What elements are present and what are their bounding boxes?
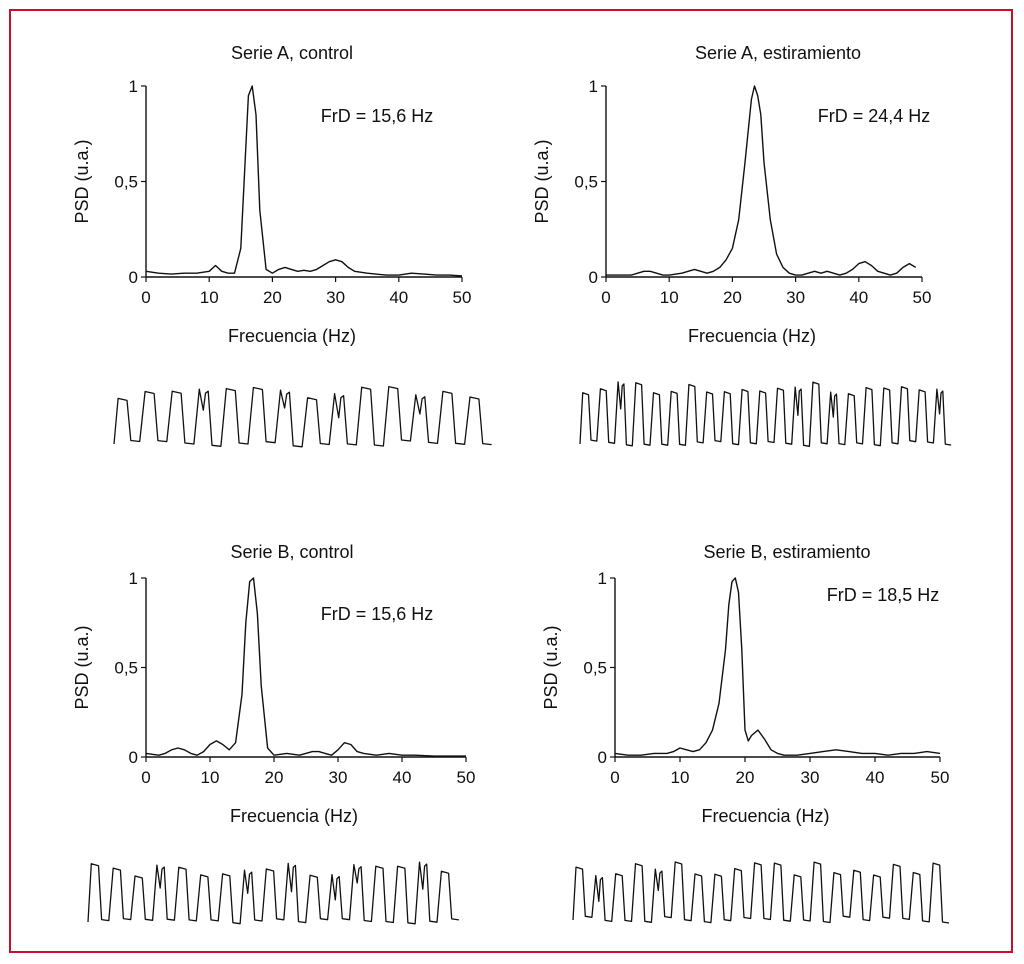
- y-axis-label: PSD (u.a.): [72, 139, 92, 223]
- y-tick-label: 0: [129, 268, 138, 287]
- psd-series-line: [614, 577, 941, 756]
- x-axis-label: Frecuencia (Hz): [230, 806, 358, 826]
- psd-chart-3: Serie B, control 0 10 20 30 40 50 0 0,5 1 Frecuenc…: [72, 542, 475, 826]
- y-tick-label: 0: [129, 748, 138, 767]
- chart-title: Serie B, control: [230, 542, 353, 562]
- x-tick-label: 10: [671, 768, 690, 787]
- y-tick-label: 0: [589, 268, 598, 287]
- signal-traces: [87, 381, 952, 925]
- psd-chart-2: Serie A, estiramiento 0 10 20 30 40 50 0 0,5 1 Fre…: [532, 43, 931, 346]
- y-tick-label: 0,5: [583, 659, 607, 678]
- x-tick-label: 50: [457, 768, 476, 787]
- x-tick-label: 40: [389, 288, 408, 307]
- y-tick-label: 1: [129, 77, 138, 96]
- x-tick-label: 10: [200, 288, 219, 307]
- x-tick-label: 50: [931, 768, 950, 787]
- psd-series-line: [145, 577, 466, 757]
- x-tick-label: 0: [141, 768, 150, 787]
- x-tick-label: 40: [849, 288, 868, 307]
- x-axis-label: Frecuencia (Hz): [228, 326, 356, 346]
- psd-series-line: [145, 85, 463, 277]
- x-tick-label: 10: [201, 768, 220, 787]
- y-tick-label: 1: [129, 569, 138, 588]
- y-tick-label: 0,5: [114, 173, 138, 192]
- x-tick-label: 0: [610, 768, 619, 787]
- signal-trace-b-stretch: [572, 861, 950, 924]
- signal-trace-b-control: [87, 861, 459, 925]
- y-axis-label: PSD (u.a.): [72, 625, 92, 709]
- figure-frame: [9, 9, 1013, 953]
- x-tick-label: 20: [736, 768, 755, 787]
- y-tick-label: 0,5: [114, 659, 138, 678]
- chart-title: Serie B, estiramiento: [703, 542, 870, 562]
- y-tick-label: 0,5: [574, 173, 598, 192]
- x-tick-label: 50: [453, 288, 472, 307]
- y-axis-label: PSD (u.a.): [541, 625, 561, 709]
- dominant-frequency-annotation: FrD = 24,4 Hz: [818, 106, 931, 126]
- psd-chart-1: Serie A, control 0 10 20 30 40 50 0 0,5 1 Frecuenc…: [72, 43, 471, 346]
- dominant-frequency-annotation: FrD = 18,5 Hz: [827, 585, 940, 605]
- psd-series-line: [606, 85, 917, 276]
- x-tick-label: 30: [326, 288, 345, 307]
- psd-chart-4: Serie B, estiramiento 0 10 20 30 40 50 0 0,5 1 Fre…: [541, 542, 949, 826]
- x-tick-label: 30: [801, 768, 820, 787]
- dominant-frequency-annotation: FrD = 15,6 Hz: [321, 604, 434, 624]
- x-tick-label: 40: [866, 768, 885, 787]
- x-axis-label: Frecuencia (Hz): [701, 806, 829, 826]
- y-tick-label: 1: [598, 569, 607, 588]
- x-tick-label: 0: [141, 288, 150, 307]
- dominant-frequency-annotation: FrD = 15,6 Hz: [321, 106, 434, 126]
- x-axis-label: Frecuencia (Hz): [688, 326, 816, 346]
- x-tick-label: 30: [329, 768, 348, 787]
- x-tick-label: 40: [393, 768, 412, 787]
- chart-title: Serie A, control: [231, 43, 353, 63]
- x-tick-label: 20: [265, 768, 284, 787]
- x-tick-label: 10: [660, 288, 679, 307]
- y-tick-label: 0: [598, 748, 607, 767]
- x-tick-label: 0: [601, 288, 610, 307]
- y-tick-label: 1: [589, 77, 598, 96]
- x-tick-label: 50: [913, 288, 932, 307]
- y-axis-label: PSD (u.a.): [532, 139, 552, 223]
- signal-trace-a-control: [113, 385, 492, 448]
- chart-title: Serie A, estiramiento: [695, 43, 861, 63]
- x-tick-label: 20: [263, 288, 282, 307]
- signal-trace-a-stretch: [579, 381, 952, 447]
- x-tick-label: 20: [723, 288, 742, 307]
- x-tick-label: 30: [786, 288, 805, 307]
